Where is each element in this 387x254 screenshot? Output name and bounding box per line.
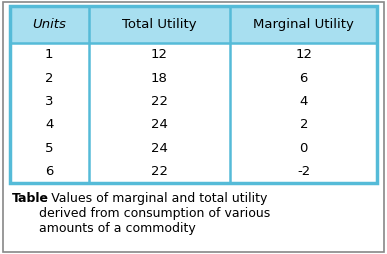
Text: Marginal Utility: Marginal Utility: [253, 18, 354, 31]
Text: -2: -2: [297, 165, 310, 178]
Text: 22: 22: [151, 165, 168, 178]
Text: 4: 4: [300, 95, 308, 108]
Bar: [10, 6, 377, 183]
Bar: [10, 43, 377, 183]
Text: Units: Units: [32, 18, 66, 31]
Text: 12: 12: [295, 48, 312, 61]
Text: Table: Table: [12, 192, 49, 205]
Text: 0: 0: [300, 142, 308, 155]
Text: 12: 12: [151, 48, 168, 61]
Text: 4: 4: [45, 118, 53, 132]
Text: 5: 5: [45, 142, 53, 155]
Text: : Values of marginal and total utility
derived from consumption of various
amoun: : Values of marginal and total utility d…: [39, 192, 271, 235]
Text: 18: 18: [151, 72, 168, 85]
Text: 6: 6: [45, 165, 53, 178]
Bar: [10, 6, 377, 43]
Text: 2: 2: [300, 118, 308, 132]
Text: 3: 3: [45, 95, 53, 108]
Text: 1: 1: [45, 48, 53, 61]
Text: 6: 6: [300, 72, 308, 85]
Text: 22: 22: [151, 95, 168, 108]
Text: 24: 24: [151, 142, 168, 155]
Text: Total Utility: Total Utility: [122, 18, 197, 31]
Text: 24: 24: [151, 118, 168, 132]
Text: 2: 2: [45, 72, 53, 85]
